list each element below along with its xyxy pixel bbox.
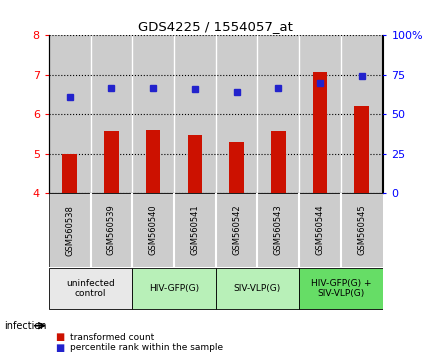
Text: transformed count: transformed count [70, 332, 154, 342]
Text: HIV-GFP(G): HIV-GFP(G) [149, 284, 199, 293]
Bar [313, 72, 327, 193]
Text: percentile rank within the sample: percentile rank within the sample [70, 343, 223, 352]
Text: infection: infection [4, 321, 47, 331]
Bar [62, 154, 77, 193]
Text: GSM560545: GSM560545 [357, 205, 366, 256]
Bar [299, 268, 382, 309]
Text: GSM560541: GSM560541 [190, 205, 199, 256]
Bar [146, 130, 160, 193]
Bar [132, 35, 174, 193]
Bar [341, 35, 382, 193]
Text: uninfected
control: uninfected control [66, 279, 115, 298]
Bar [258, 35, 299, 193]
Bar [49, 268, 132, 309]
Text: GSM560543: GSM560543 [274, 205, 283, 256]
Bar [215, 268, 299, 309]
Bar [354, 105, 369, 193]
Bar [91, 35, 132, 193]
Text: GSM560540: GSM560540 [149, 205, 158, 256]
Bar [132, 268, 215, 309]
Bar [299, 35, 341, 193]
Bar [49, 35, 91, 193]
Text: ■: ■ [55, 343, 65, 353]
Text: GSM560542: GSM560542 [232, 205, 241, 256]
Bar [174, 35, 215, 193]
Bar [229, 142, 244, 193]
Bar [104, 131, 119, 193]
Bar [187, 135, 202, 193]
Bar [215, 35, 258, 193]
Text: GSM560538: GSM560538 [65, 205, 74, 256]
Title: GDS4225 / 1554057_at: GDS4225 / 1554057_at [138, 20, 293, 33]
Text: GSM560544: GSM560544 [315, 205, 324, 256]
Bar [271, 131, 286, 193]
Text: HIV-GFP(G) +
SIV-VLP(G): HIV-GFP(G) + SIV-VLP(G) [311, 279, 371, 298]
Text: SIV-VLP(G): SIV-VLP(G) [234, 284, 281, 293]
Text: GSM560539: GSM560539 [107, 205, 116, 256]
Text: ■: ■ [55, 332, 65, 342]
